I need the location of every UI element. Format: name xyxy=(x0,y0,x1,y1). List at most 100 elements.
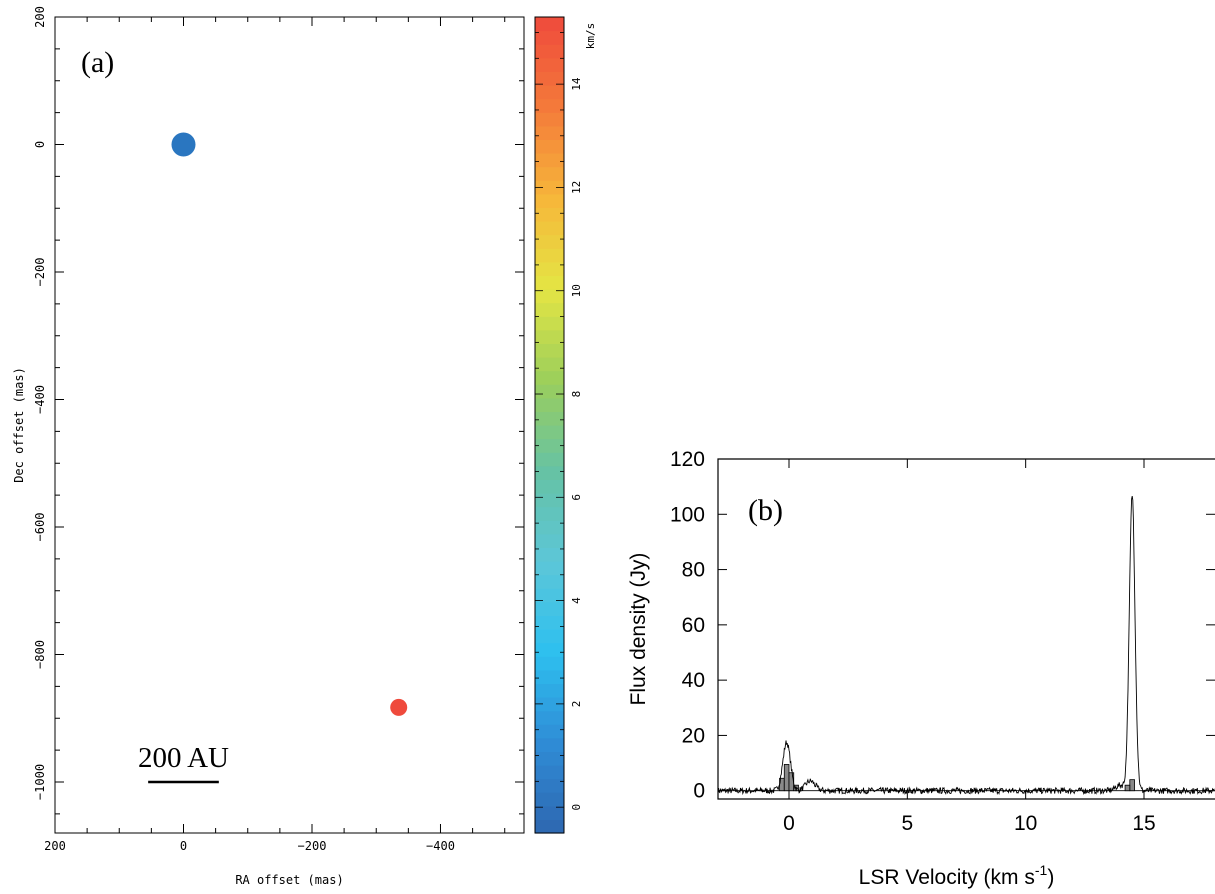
panel-b-x-tick-label: 10 xyxy=(1014,812,1037,835)
panel-b-y-tick-label: 80 xyxy=(682,559,705,582)
colorbar-tick-label: 12 xyxy=(570,181,583,194)
panel-a-x-tick-label: 0 xyxy=(180,839,187,853)
colorbar-band xyxy=(535,601,564,616)
colorbar-band xyxy=(535,533,564,548)
colorbar-band xyxy=(535,166,564,181)
colorbar-band xyxy=(535,193,564,208)
colorbar-band xyxy=(535,302,564,317)
panel-b-y-tick-label: 60 xyxy=(682,614,705,637)
colorbar-band xyxy=(535,805,564,820)
colorbar-band xyxy=(535,44,564,59)
colorbar-frame xyxy=(534,16,565,834)
colorbar-band xyxy=(535,547,564,562)
panel-a-y-tick-label: −400 xyxy=(33,385,47,414)
colorbar-band xyxy=(535,629,564,644)
colorbar-band xyxy=(535,683,564,698)
colorbar-band xyxy=(535,112,564,127)
panel-b-x-tick-label: 5 xyxy=(901,812,913,835)
panel-b-y-tick-label: 0 xyxy=(693,780,705,803)
colorbar-band xyxy=(535,17,564,32)
colorbar-band xyxy=(535,520,564,535)
colorbar-band xyxy=(535,343,564,358)
colorbar-band xyxy=(535,411,564,426)
scale-bar-label: 200 AU xyxy=(138,742,229,774)
panel-b-label: (b) xyxy=(748,494,783,527)
colorbar-band xyxy=(535,506,564,521)
panel-b-frame xyxy=(717,458,1215,800)
colorbar-band xyxy=(535,452,564,467)
colorbar-band xyxy=(535,819,564,834)
colorbar-band xyxy=(535,792,564,807)
panel-a-y-tick-label: −800 xyxy=(33,640,47,669)
colorbar-band xyxy=(535,261,564,276)
colorbar-band xyxy=(535,493,564,508)
colorbar-band xyxy=(535,724,564,739)
colorbar-band xyxy=(535,669,564,684)
colorbar-band xyxy=(535,234,564,249)
colorbar-band xyxy=(535,737,564,752)
colorbar-unit-label: km/s xyxy=(584,23,597,50)
panel-a-y-tick-label: 0 xyxy=(33,141,47,148)
panel-b-y-axis-label: Flux density (Jy) xyxy=(627,553,650,706)
colorbar-band xyxy=(535,289,564,304)
colorbar-band xyxy=(535,751,564,766)
colorbar-tick-label: 10 xyxy=(570,284,583,297)
colorbar-band xyxy=(535,397,564,412)
panel-a-x-tick-label: −400 xyxy=(426,839,455,853)
colorbar-band xyxy=(535,71,564,86)
velocity-colorbar: 0 2 4 6 8 10 12 14 km/s xyxy=(534,16,597,834)
panel-a-label: (a) xyxy=(81,46,114,79)
panel-a-frame xyxy=(54,16,525,834)
panel-b-x-tick-label: 15 xyxy=(1132,812,1155,835)
colorbar-band xyxy=(535,98,564,113)
spot-flux-bar xyxy=(783,764,790,792)
colorbar-band xyxy=(535,125,564,140)
panel-b-y-tick-label: 100 xyxy=(670,503,705,526)
x-axis-label-main: LSR Velocity (km s xyxy=(859,866,1035,889)
panel-b-spectrum-plot: 0 5 10 15 0 20 40 60 80 100 120 Flux density (Jy) LS… xyxy=(627,448,1215,889)
panel-a-x-tick-label: −200 xyxy=(298,839,327,853)
colorbar-band xyxy=(535,57,564,72)
panel-a-y-tick-label: −600 xyxy=(33,513,47,542)
colorbar-band xyxy=(535,207,564,222)
colorbar-band xyxy=(535,588,564,603)
colorbar-band xyxy=(535,139,564,154)
colorbar-band xyxy=(535,710,564,725)
panel-a-y-axis-label: Dec offset (mas) xyxy=(12,367,26,483)
colorbar-band xyxy=(535,765,564,780)
colorbar-tick-label: 4 xyxy=(570,597,583,604)
spectrum-line xyxy=(717,496,1215,796)
colorbar-band xyxy=(535,370,564,385)
colorbar-band xyxy=(535,656,564,671)
colorbar-tick-label: 0 xyxy=(570,804,583,811)
colorbar-band xyxy=(535,316,564,331)
colorbar-band xyxy=(535,180,564,195)
colorbar-band xyxy=(535,438,564,453)
x-axis-label-close: ) xyxy=(1047,866,1054,889)
colorbar-band xyxy=(535,778,564,793)
colorbar-band xyxy=(535,221,564,236)
colorbar-band xyxy=(535,30,564,45)
panel-b-y-tick-label: 40 xyxy=(682,669,705,692)
colorbar-band xyxy=(535,329,564,344)
spot-flux-bar xyxy=(1124,784,1131,792)
colorbar-band xyxy=(535,85,564,100)
panel-a-y-tick-label: −1000 xyxy=(33,764,47,800)
colorbar-band xyxy=(535,479,564,494)
colorbar-band xyxy=(535,561,564,576)
colorbar-band xyxy=(535,425,564,440)
colorbar-band xyxy=(535,153,564,168)
colorbar-tick-label: 2 xyxy=(570,701,583,708)
x-axis-label-superscript: -1 xyxy=(1035,862,1048,878)
panel-b-x-axis-label: LSR Velocity (km s-1) xyxy=(859,862,1055,889)
spot-flux-bar xyxy=(1129,779,1135,792)
colorbar-band xyxy=(535,642,564,657)
colorbar-band xyxy=(535,465,564,480)
colorbar-tick-label: 8 xyxy=(570,391,583,398)
colorbar-band xyxy=(535,574,564,589)
panel-b-x-tick-label: 0 xyxy=(783,812,795,835)
panel-a-x-tick-label: 200 xyxy=(44,839,66,853)
colorbar-tick-label: 6 xyxy=(570,494,583,501)
colorbar-band xyxy=(535,697,564,712)
